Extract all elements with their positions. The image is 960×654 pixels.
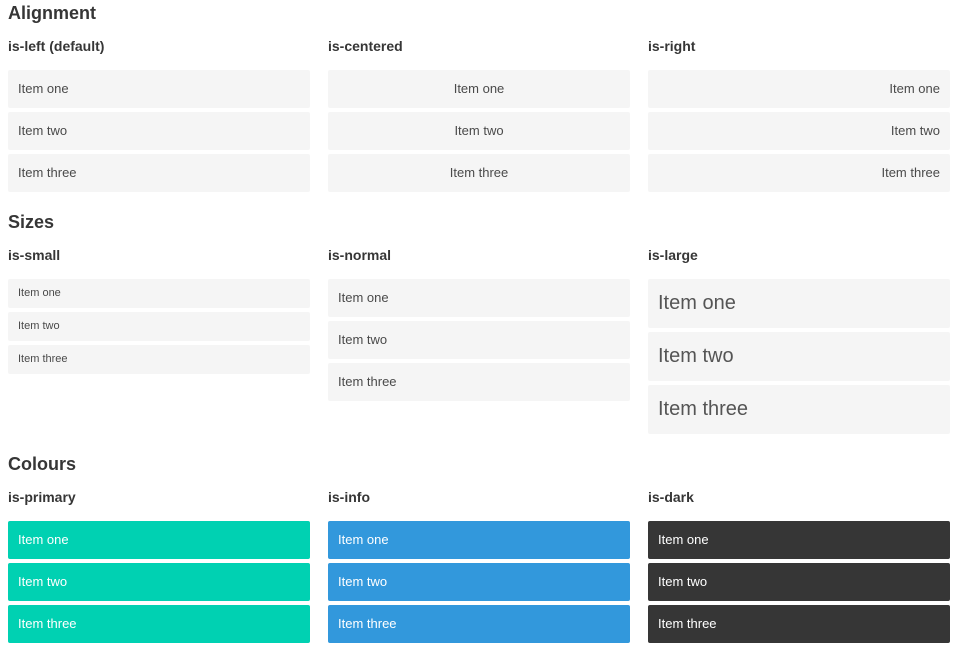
list-item[interactable]: Item one	[8, 521, 310, 559]
list-item[interactable]: Item one	[8, 279, 310, 308]
list-item[interactable]: Item two	[648, 332, 950, 381]
list-item[interactable]: Item three	[328, 605, 630, 643]
section-columns: is-small Item one Item two Item three is…	[8, 247, 950, 438]
list-item[interactable]: Item two	[328, 321, 630, 359]
column-heading: is-left (default)	[8, 38, 105, 54]
column-heading: is-info	[328, 489, 370, 505]
item-list: Item one Item two Item three	[648, 279, 950, 434]
list-item[interactable]: Item three	[8, 605, 310, 643]
list-item[interactable]: Item two	[8, 563, 310, 601]
demo-column: is-left (default) Item one Item two Item…	[8, 38, 310, 196]
demo-column: is-dark Item one Item two Item three	[648, 489, 950, 647]
column-heading: is-small	[8, 247, 61, 263]
list-item[interactable]: Item three	[648, 385, 950, 434]
list-item[interactable]: Item three	[648, 154, 950, 192]
section-title: Sizes	[8, 212, 55, 232]
item-list: Item one Item two Item three	[8, 279, 310, 374]
demo-column: is-info Item one Item two Item three	[328, 489, 630, 647]
section: Sizes is-small Item one Item two Item th…	[8, 212, 950, 438]
section-title: Alignment	[8, 3, 96, 23]
section: Alignment is-left (default) Item one Ite…	[8, 3, 950, 196]
list-item[interactable]: Item two	[328, 563, 630, 601]
column-heading: is-right	[648, 38, 696, 54]
demo-column: is-primary Item one Item two Item three	[8, 489, 310, 647]
list-item[interactable]: Item three	[8, 154, 310, 192]
demo-column: is-large Item one Item two Item three	[648, 247, 950, 438]
section-title: Colours	[8, 454, 77, 474]
section: Colours is-primary Item one Item two Ite…	[8, 454, 950, 647]
column-heading: is-primary	[8, 489, 76, 505]
item-list: Item one Item two Item three	[8, 521, 310, 643]
list-item[interactable]: Item one	[648, 521, 950, 559]
demo-column: is-normal Item one Item two Item three	[328, 247, 630, 438]
list-item[interactable]: Item one	[648, 70, 950, 108]
list-item[interactable]: Item two	[8, 112, 310, 150]
list-item[interactable]: Item one	[328, 70, 630, 108]
list-item[interactable]: Item two	[8, 312, 310, 341]
demo-column: is-small Item one Item two Item three	[8, 247, 310, 438]
list-item[interactable]: Item two	[648, 563, 950, 601]
list-item[interactable]: Item three	[328, 363, 630, 401]
list-item[interactable]: Item one	[328, 279, 630, 317]
item-list: Item one Item two Item three	[648, 521, 950, 643]
item-list: Item one Item two Item three	[328, 279, 630, 401]
list-item[interactable]: Item three	[8, 345, 310, 374]
column-heading: is-dark	[648, 489, 694, 505]
column-heading: is-normal	[328, 247, 392, 263]
column-heading: is-centered	[328, 38, 403, 54]
demo-column: is-centered Item one Item two Item three	[328, 38, 630, 196]
section-columns: is-left (default) Item one Item two Item…	[8, 38, 950, 196]
demo-column: is-right Item one Item two Item three	[648, 38, 950, 196]
item-list: Item one Item two Item three	[8, 70, 310, 192]
list-item[interactable]: Item one	[8, 70, 310, 108]
list-item[interactable]: Item three	[328, 154, 630, 192]
section-columns: is-primary Item one Item two Item three …	[8, 489, 950, 647]
list-item[interactable]: Item one	[648, 279, 950, 328]
list-item[interactable]: Item one	[328, 521, 630, 559]
item-list: Item one Item two Item three	[328, 521, 630, 643]
list-item[interactable]: Item two	[328, 112, 630, 150]
item-list: Item one Item two Item three	[648, 70, 950, 192]
list-item[interactable]: Item three	[648, 605, 950, 643]
item-list: Item one Item two Item three	[328, 70, 630, 192]
column-heading: is-large	[648, 247, 698, 263]
list-item[interactable]: Item two	[648, 112, 950, 150]
